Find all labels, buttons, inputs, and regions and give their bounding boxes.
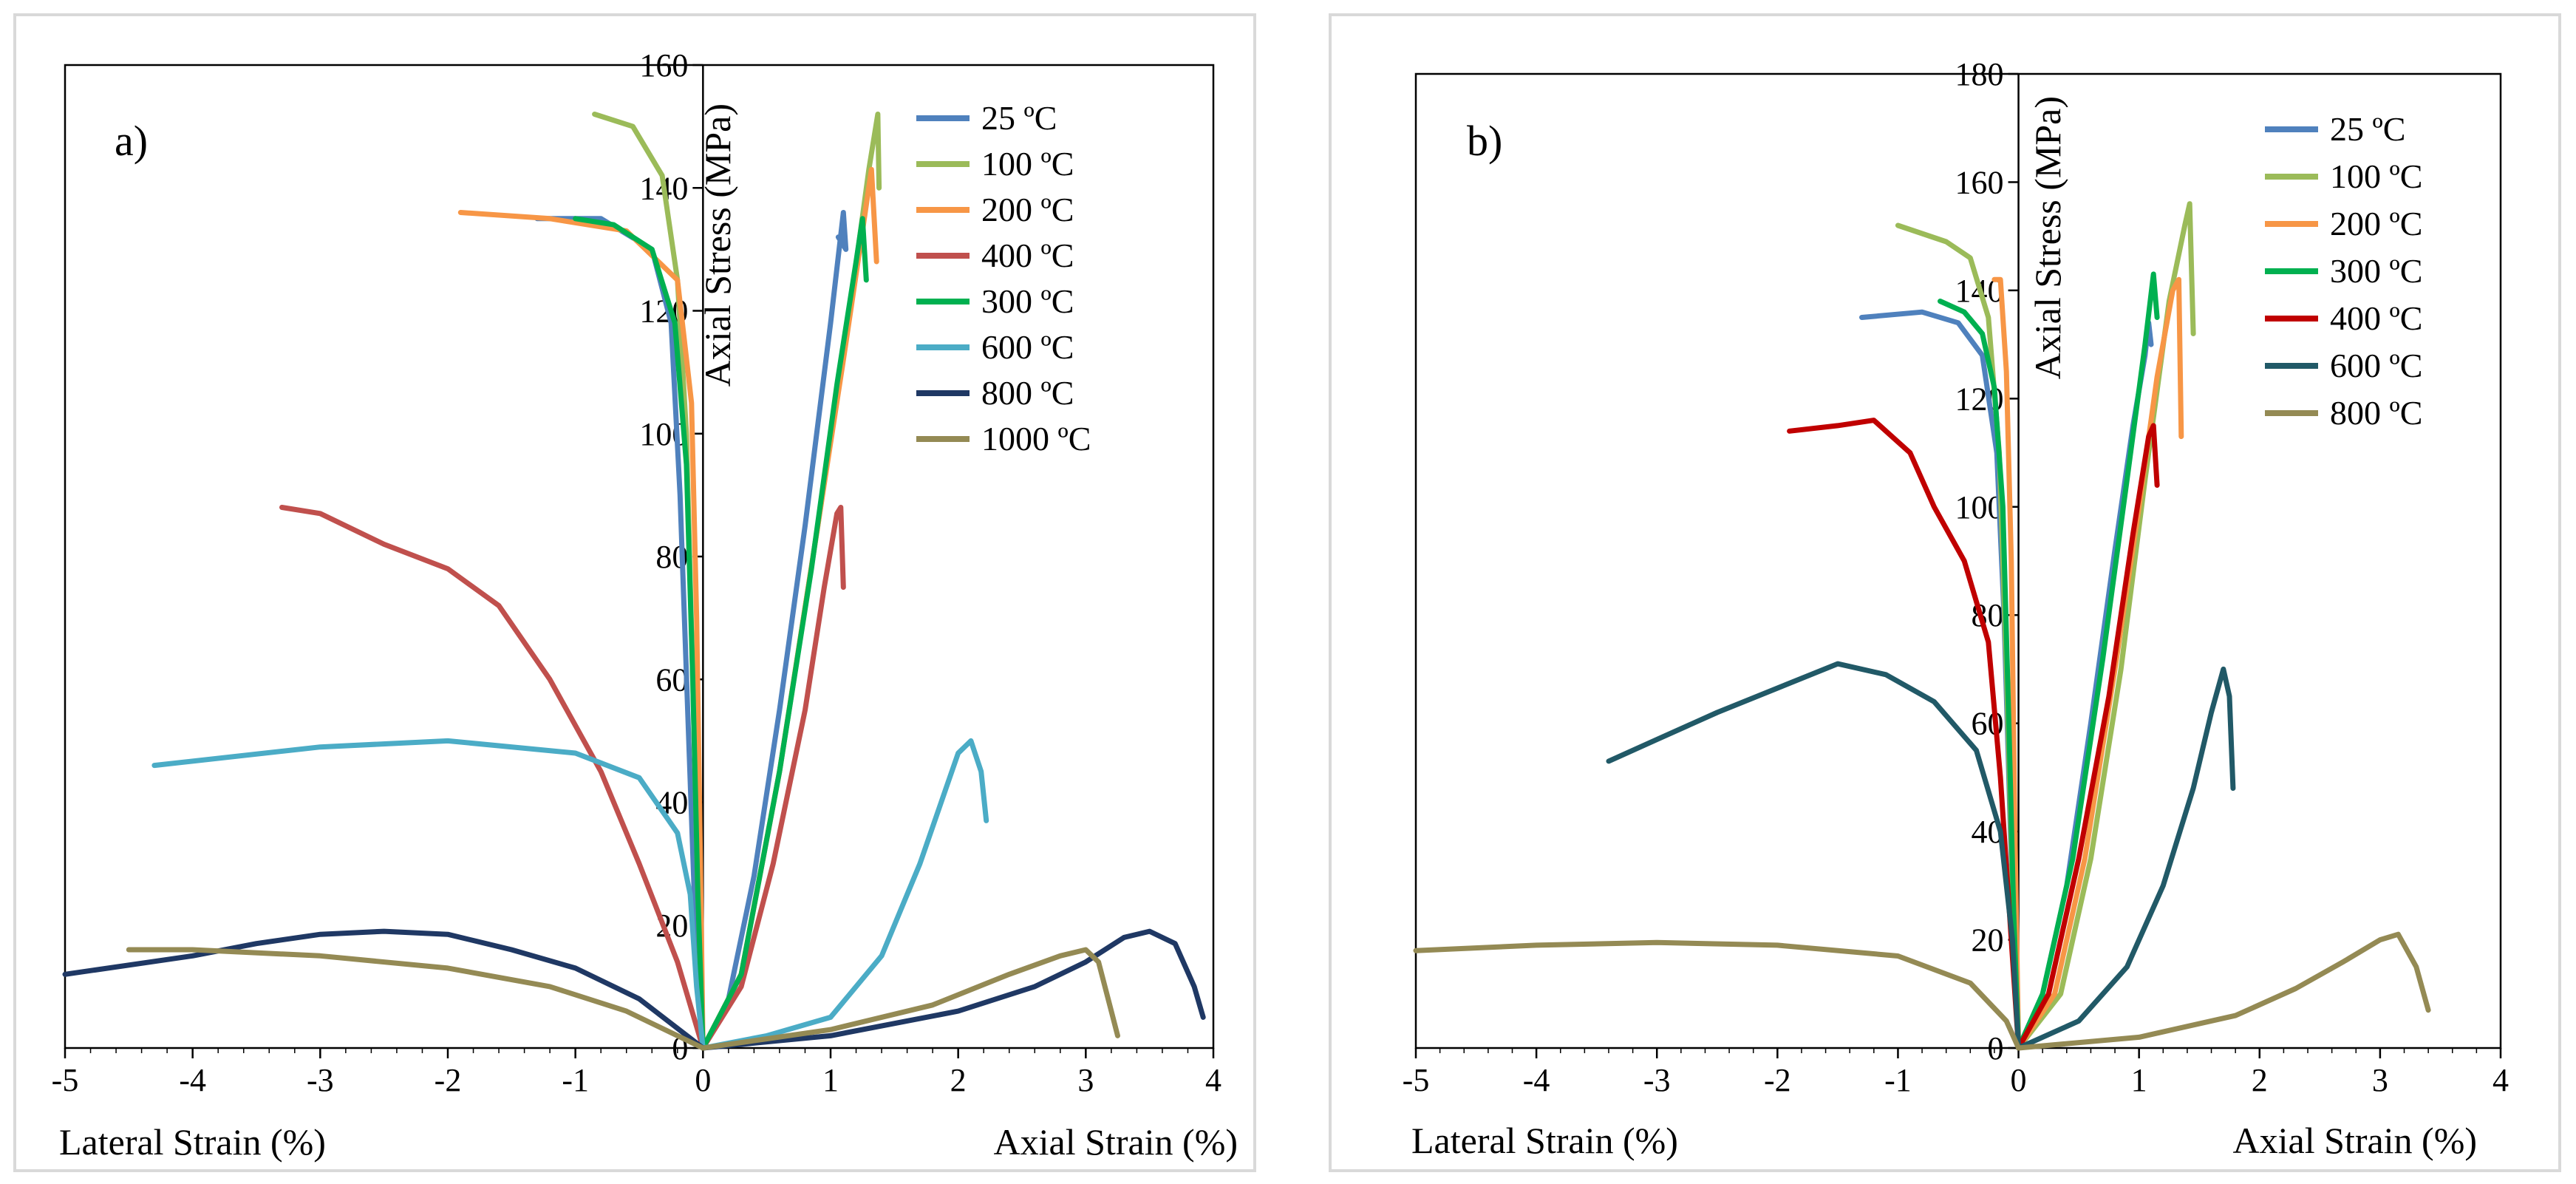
series-line-axial <box>700 947 1120 1051</box>
x-tick-label: 0 <box>695 1062 711 1098</box>
y-axis-label: Axial Stress (MPa) <box>2027 96 2068 379</box>
x-tick-label: -1 <box>562 1062 589 1098</box>
legend-entry: 100 ºC <box>2330 157 2422 195</box>
y-tick-label: 0 <box>1988 1030 2004 1066</box>
legend-entry: 200 ºC <box>2330 205 2422 242</box>
legend: 25 ºC 100 ºC 200 ºC 400 ºC 300 ºC 600 ºC 800 º… <box>916 99 1091 457</box>
series-line-axial <box>700 216 869 1051</box>
series-line-axial <box>2016 271 2160 1051</box>
x-tick-label: -2 <box>435 1062 462 1098</box>
series-line-lateral <box>279 505 706 1051</box>
panel-label: a) <box>115 117 148 165</box>
x-tick-label: 2 <box>950 1062 967 1098</box>
legend-entry: 200 ºC <box>981 191 1074 228</box>
y-tick-label: 40 <box>655 785 688 821</box>
x-tick-label: 4 <box>2492 1062 2509 1098</box>
x-tick-label: -4 <box>179 1062 206 1098</box>
x-tick-labels: -5 -4 -3 -2 -1 0 1 2 3 4 <box>52 1048 1221 1098</box>
panel-b-frame <box>1329 13 2561 1172</box>
legend-entry: 25 ºC <box>981 99 1057 137</box>
panel-label: b) <box>1467 117 1502 165</box>
x-tick-label: -4 <box>1523 1062 1550 1098</box>
legend-entry: 600 ºC <box>2330 347 2422 384</box>
x-tick-label: 1 <box>822 1062 839 1098</box>
series-line-axial <box>700 738 989 1051</box>
y-tick-label: 100 <box>1955 489 2004 525</box>
series-line-axial <box>2016 423 2160 1051</box>
y-tick-label: 180 <box>1955 56 2004 92</box>
series-line-lateral <box>573 216 706 1051</box>
legend-entry: 400 ºC <box>981 237 1074 274</box>
plot-area-border <box>1414 72 2502 1049</box>
x-axis-label-axial: Axial Strain (%) <box>2233 1120 2477 1161</box>
series-line-lateral <box>151 738 706 1051</box>
x-tick-label: -3 <box>307 1062 334 1098</box>
x-axis-label-lateral: Lateral Strain (%) <box>59 1121 326 1163</box>
series-line-lateral <box>1606 661 2022 1051</box>
series-line-lateral <box>1413 939 2022 1051</box>
plot-area-border <box>64 64 1215 1049</box>
series-line-lateral <box>1938 299 2022 1051</box>
x-axis-label-axial: Axial Strain (%) <box>994 1121 1238 1163</box>
series-line-axial <box>2016 931 2431 1051</box>
x-tick-label: -1 <box>1884 1062 1912 1098</box>
series-line-axial <box>2016 666 2236 1051</box>
series-line-axial <box>700 928 1206 1051</box>
legend-entry: 600 ºC <box>981 328 1074 366</box>
legend-entry: 300 ºC <box>981 282 1074 320</box>
x-tick-label: 3 <box>1077 1062 1094 1098</box>
series-lines <box>62 112 1206 1051</box>
series-line-axial <box>700 505 846 1051</box>
x-tick-label: -5 <box>52 1062 79 1098</box>
x-axis-label-lateral: Lateral Strain (%) <box>1411 1120 1678 1161</box>
x-tick-labels: -5 -4 -3 -2 -1 0 1 2 3 4 <box>1403 1048 2509 1098</box>
legend-entry: 300 ºC <box>2330 252 2422 290</box>
chart-panel-b: -5 -4 -3 -2 -1 0 1 2 3 40204060801001201401601802… <box>1403 56 2509 1161</box>
x-tick-label: 3 <box>2372 1062 2388 1098</box>
y-tick-label: 60 <box>655 661 688 698</box>
series-line-lateral <box>457 210 706 1051</box>
y-tick-label: 20 <box>1972 922 2004 959</box>
series-line-lateral <box>1991 276 2022 1051</box>
x-tick-label: 4 <box>1205 1062 1221 1098</box>
x-tick-label: 1 <box>2131 1062 2147 1098</box>
x-tick-label: 0 <box>2011 1062 2027 1098</box>
legend-entry: 25 ºC <box>2330 110 2405 148</box>
legend: 25 ºC 100 ºC 200 ºC 300 ºC 400 ºC 600 ºC 800 º… <box>2265 110 2422 432</box>
series-line-lateral <box>126 947 706 1051</box>
y-tick-label: 160 <box>1955 164 2004 200</box>
legend-entry: 800 ºC <box>981 374 1074 412</box>
legend-entry: 1000 ºC <box>981 420 1091 457</box>
y-axis-label: Axial Stress (MPa) <box>697 103 738 387</box>
legend-entry: 100 ºC <box>981 145 1074 183</box>
y-tick-label: 160 <box>639 47 688 84</box>
x-tick-label: -3 <box>1643 1062 1671 1098</box>
legend-entry: 400 ºC <box>2330 299 2422 337</box>
x-tick-label: 2 <box>2252 1062 2268 1098</box>
series-line-axial <box>700 210 849 1051</box>
legend-entry: 800 ºC <box>2330 394 2422 432</box>
x-tick-label: -2 <box>1764 1062 1791 1098</box>
series-lines <box>1413 201 2431 1051</box>
x-tick-label: -5 <box>1403 1062 1430 1098</box>
